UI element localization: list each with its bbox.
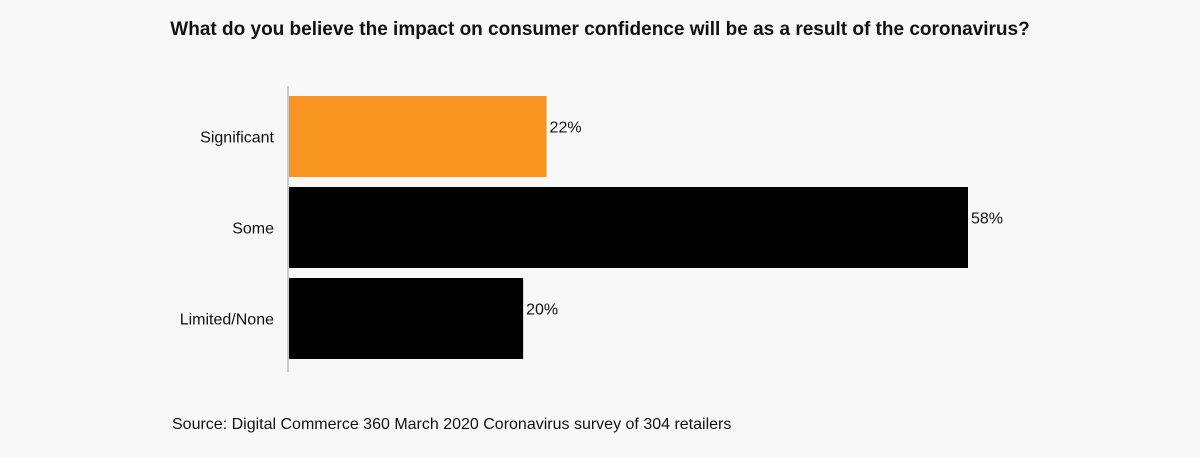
source-note: Source: Digital Commerce 360 March 2020 …	[172, 416, 732, 433]
chart-title: What do you believe the impact on consum…	[170, 19, 1030, 40]
category-label-significant: Significant	[200, 130, 274, 147]
category-label-limited-none: Limited/None	[180, 312, 274, 329]
bar-some	[289, 187, 968, 268]
bar-limited-none	[289, 278, 524, 359]
value-label-some: 58%	[971, 211, 1003, 228]
value-label-significant: 22%	[550, 120, 582, 137]
value-label-limited-none: 20%	[526, 302, 558, 319]
category-label-some: Some	[232, 221, 274, 238]
bar-significant	[289, 96, 547, 177]
